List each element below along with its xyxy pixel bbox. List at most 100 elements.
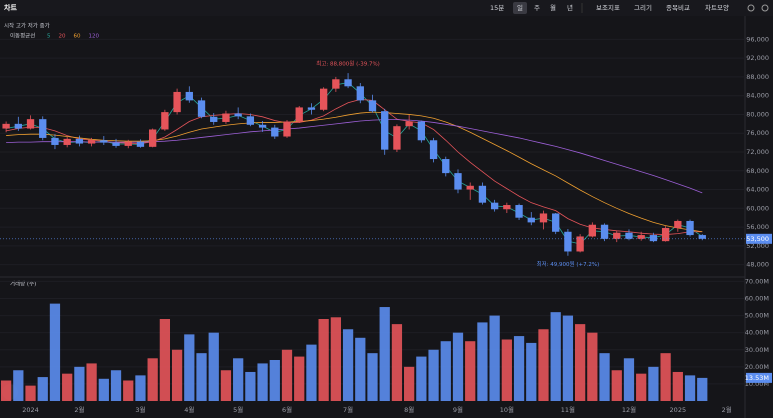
candle-body bbox=[649, 235, 658, 242]
candle-body bbox=[698, 235, 706, 239]
volume-bar bbox=[404, 366, 415, 401]
candle-body bbox=[295, 107, 303, 122]
tool-button[interactable]: 보조지표 bbox=[596, 3, 620, 12]
ma-line bbox=[6, 99, 703, 235]
ma-legend-title: 이동평균선 bbox=[10, 32, 35, 40]
candle-body bbox=[246, 116, 255, 125]
x-tick-label: 8월 bbox=[404, 405, 414, 414]
ma-line bbox=[6, 119, 703, 194]
volume-bar bbox=[62, 373, 73, 401]
tool-button[interactable]: 그리기 bbox=[634, 3, 652, 12]
candle-body bbox=[112, 142, 120, 146]
volume-bar bbox=[98, 378, 109, 401]
candle-body bbox=[686, 220, 694, 236]
y-tick-label: 80,000 bbox=[746, 110, 769, 118]
interval[interactable]: 주 bbox=[534, 4, 540, 12]
volume-bar bbox=[574, 324, 586, 401]
interval[interactable]: 월 bbox=[550, 3, 556, 12]
candle-body bbox=[454, 173, 462, 190]
icon[interactable] bbox=[761, 4, 769, 12]
volume-bar bbox=[379, 307, 390, 401]
candle-body bbox=[75, 138, 84, 144]
ma-legend-entry: 5 bbox=[47, 34, 51, 40]
volume-bar bbox=[526, 342, 537, 401]
candle-body bbox=[674, 220, 682, 229]
y-tick-label: 84,000 bbox=[746, 92, 769, 100]
candle-body bbox=[234, 113, 242, 117]
volume-bar bbox=[623, 358, 635, 401]
volume-bar bbox=[648, 366, 659, 401]
y-tick-label: 10.00M bbox=[745, 380, 769, 388]
volume-bar bbox=[440, 341, 451, 401]
candle-body bbox=[466, 185, 474, 190]
volume-bar bbox=[562, 315, 574, 401]
candle-body bbox=[564, 231, 572, 252]
x-tick-label: 7월 bbox=[343, 405, 353, 414]
candle-body bbox=[588, 224, 596, 237]
volume-bar bbox=[697, 377, 708, 401]
volume-bar bbox=[550, 312, 561, 401]
x-tick-label: 12월 bbox=[622, 405, 636, 414]
candle-body bbox=[429, 140, 438, 160]
candle-body bbox=[637, 235, 645, 239]
volume-bar bbox=[123, 380, 134, 401]
y-tick-label: 50.00M bbox=[745, 312, 769, 320]
interval-selected bbox=[513, 2, 527, 14]
candle-body bbox=[51, 137, 59, 145]
candle-body bbox=[368, 100, 377, 112]
candle-body bbox=[405, 121, 413, 127]
candle-body bbox=[307, 107, 316, 110]
volume-bar bbox=[587, 332, 598, 401]
volume-bar bbox=[391, 324, 403, 401]
y-tick-label: 88,000 bbox=[746, 73, 769, 81]
volume-bar bbox=[147, 358, 158, 401]
volume-bar bbox=[538, 329, 549, 401]
candle-body bbox=[149, 129, 157, 147]
candle-body bbox=[442, 159, 450, 174]
y-tick-label: 60,000 bbox=[746, 204, 769, 212]
volume-bar bbox=[330, 317, 341, 401]
y-tick-label: 68,000 bbox=[746, 167, 769, 175]
price-annotation: 최저: 49,900원 (+7.2%) bbox=[537, 260, 600, 268]
volume-bar bbox=[428, 349, 439, 401]
volume-bar bbox=[294, 356, 305, 401]
candle-body bbox=[552, 213, 560, 232]
interval[interactable]: 15분 bbox=[490, 4, 504, 12]
candle-body bbox=[39, 119, 47, 138]
current-price-box bbox=[746, 233, 772, 244]
x-tick-label: 6월 bbox=[282, 405, 292, 414]
y-tick-label: 30.00M bbox=[745, 346, 769, 354]
volume-bar bbox=[281, 349, 293, 401]
interval[interactable]: 일 bbox=[517, 3, 523, 12]
x-tick-label: 11월 bbox=[561, 405, 575, 414]
volume-label: 13.53M bbox=[745, 374, 769, 382]
tool-button[interactable]: 종목비교 bbox=[666, 3, 690, 12]
candle-body bbox=[63, 138, 71, 145]
candle-body bbox=[490, 202, 499, 210]
ma-legend-entry: 120 bbox=[89, 34, 100, 40]
y-tick-label: 70.00M bbox=[745, 277, 769, 285]
candle-body bbox=[661, 228, 670, 242]
volume-title: 거래량 (주) bbox=[10, 280, 36, 288]
candle-body bbox=[539, 213, 548, 223]
volume-bar bbox=[416, 356, 427, 401]
volume-bar bbox=[171, 349, 183, 401]
candle-body bbox=[258, 124, 267, 128]
candle-body bbox=[381, 111, 389, 150]
ma-legend-entry: 20 bbox=[59, 34, 66, 40]
candle-body bbox=[613, 232, 621, 239]
candle-body bbox=[87, 140, 96, 144]
volume-bar bbox=[135, 375, 146, 401]
candle-body bbox=[344, 79, 352, 87]
ohlc-legend: 시작 고가 저가 종가 bbox=[4, 22, 50, 30]
volume-bar bbox=[159, 319, 171, 401]
tool-button[interactable]: 차트모양 bbox=[705, 3, 729, 12]
x-tick-label: 2월 bbox=[74, 405, 84, 414]
volume-label-box bbox=[746, 372, 772, 383]
icon[interactable] bbox=[747, 4, 755, 12]
interval[interactable]: 년 bbox=[567, 3, 573, 12]
volume-bar bbox=[636, 373, 647, 401]
volume-bar bbox=[477, 322, 488, 401]
volume-bar bbox=[74, 366, 85, 401]
